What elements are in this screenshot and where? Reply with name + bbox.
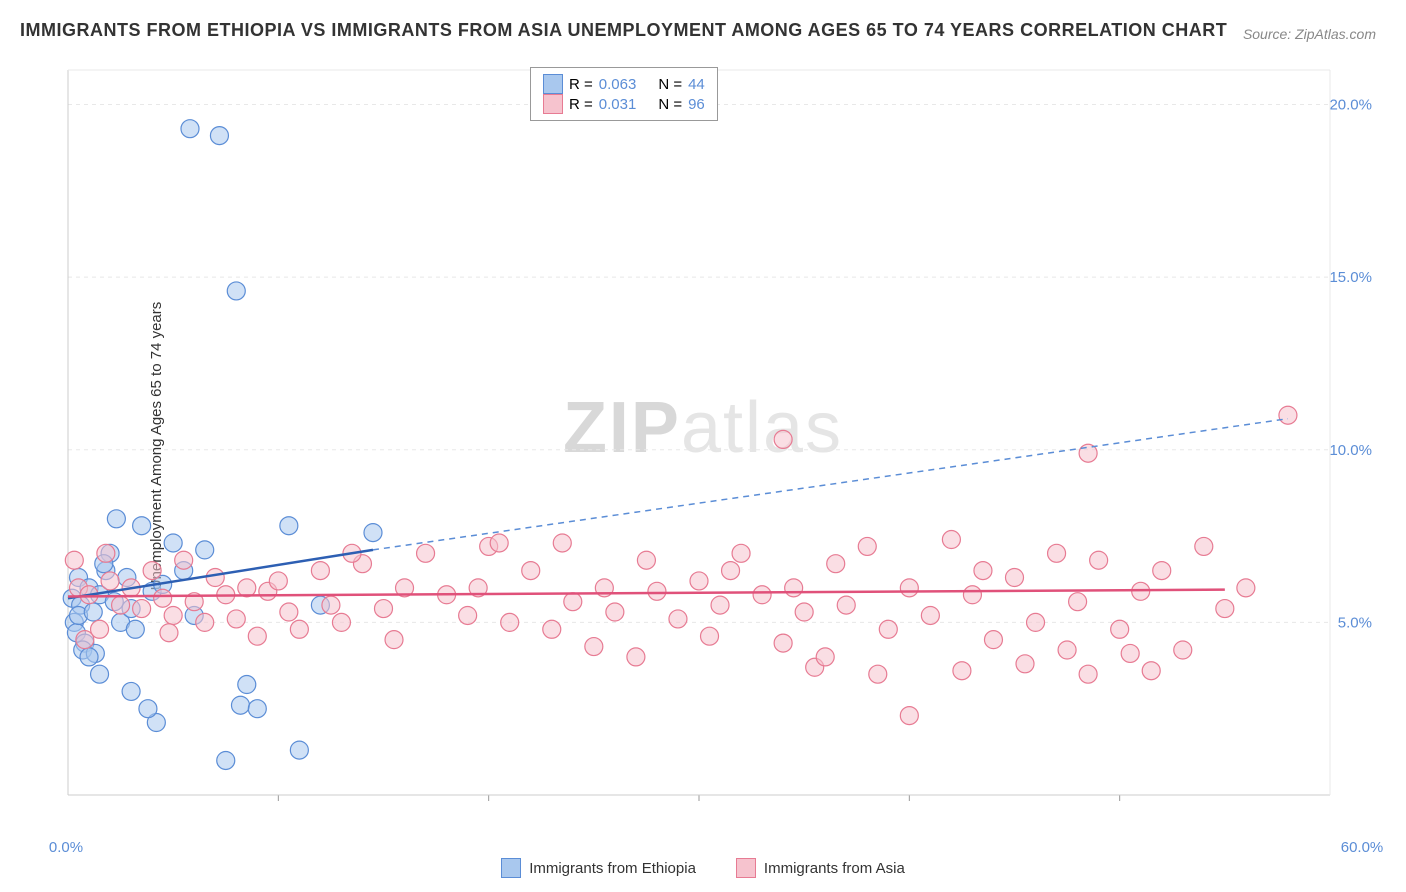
bottom-legend: Immigrants from Ethiopia Immigrants from…	[0, 858, 1406, 878]
n-label: N =	[658, 76, 682, 93]
r-value-asia: 0.031	[599, 96, 637, 113]
stats-legend: R = 0.063 N = 44 R = 0.031 N = 96	[530, 67, 718, 121]
svg-text:10.0%: 10.0%	[1329, 442, 1372, 459]
svg-text:20.0%: 20.0%	[1329, 97, 1372, 114]
legend-label-asia: Immigrants from Asia	[764, 860, 905, 877]
n-label: N =	[658, 96, 682, 113]
x-axis-min-label: 0.0%	[49, 839, 83, 856]
r-value-ethiopia: 0.063	[599, 76, 637, 93]
x-axis-max-label: 60.0%	[1341, 839, 1384, 856]
swatch-ethiopia	[543, 74, 563, 94]
svg-text:15.0%: 15.0%	[1329, 269, 1372, 286]
chart-title: IMMIGRANTS FROM ETHIOPIA VS IMMIGRANTS F…	[20, 20, 1227, 41]
n-value-ethiopia: 44	[688, 76, 705, 93]
swatch-asia	[543, 94, 563, 114]
stats-row-asia: R = 0.031 N = 96	[543, 94, 705, 114]
swatch-asia	[736, 858, 756, 878]
legend-item-ethiopia: Immigrants from Ethiopia	[501, 858, 696, 878]
swatch-ethiopia	[501, 858, 521, 878]
r-label: R =	[569, 76, 593, 93]
plot-svg: 5.0% 10.0% 15.0% 20.0%	[50, 65, 1380, 835]
stats-row-ethiopia: R = 0.063 N = 44	[543, 74, 705, 94]
n-value-asia: 96	[688, 96, 705, 113]
svg-text:5.0%: 5.0%	[1338, 614, 1372, 631]
r-label: R =	[569, 96, 593, 113]
scatter-plot: 5.0% 10.0% 15.0% 20.0%	[50, 65, 1380, 835]
legend-label-ethiopia: Immigrants from Ethiopia	[529, 860, 696, 877]
legend-item-asia: Immigrants from Asia	[736, 858, 905, 878]
source-attribution: Source: ZipAtlas.com	[1243, 26, 1376, 42]
